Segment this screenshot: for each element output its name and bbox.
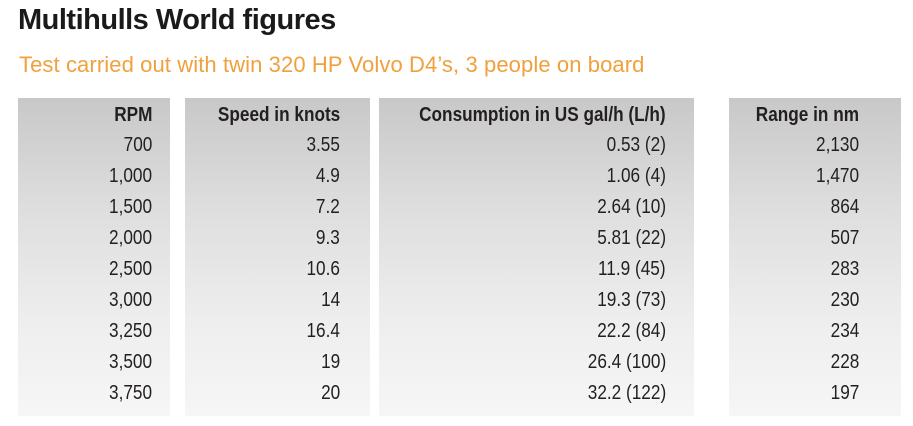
- cell-consumption: 2.64 (10): [597, 196, 666, 218]
- cell-rpm: 1,000: [108, 165, 152, 187]
- cell-speed: 3.55: [306, 134, 340, 156]
- cell-rpm: 1,500: [108, 196, 152, 218]
- cell-consumption: 5.81 (22): [597, 227, 666, 249]
- cell-range: 234: [830, 320, 859, 342]
- cell-speed: 4.9: [316, 165, 340, 187]
- cell-rpm: 3,750: [108, 382, 152, 404]
- cell-consumption: 32.2 (122): [587, 382, 666, 404]
- cell-range: 507: [830, 227, 859, 249]
- cell-speed: 16.4: [306, 320, 340, 342]
- cell-speed: 9.3: [316, 227, 340, 249]
- cell-rpm: 2,000: [108, 227, 152, 249]
- cell-speed: 20: [320, 382, 340, 404]
- cell-rpm: 700: [123, 134, 152, 156]
- cell-consumption: 0.53 (2): [606, 134, 666, 156]
- cell-range: 864: [830, 196, 859, 218]
- consumption-column-shade: [379, 98, 694, 416]
- cell-consumption: 1.06 (4): [606, 165, 666, 187]
- cell-speed: 7.2: [316, 196, 340, 218]
- cell-consumption: 22.2 (84): [597, 320, 666, 342]
- cell-consumption: 19.3 (73): [597, 289, 666, 311]
- cell-speed: 10.6: [306, 258, 340, 280]
- cell-range: 283: [830, 258, 859, 280]
- header-speed: Speed in knots: [217, 104, 340, 126]
- cell-rpm: 3,000: [108, 289, 152, 311]
- cell-range: 230: [830, 289, 859, 311]
- range-column-shade: [729, 98, 901, 416]
- rpm-column-shade: [18, 98, 170, 416]
- cell-rpm: 2,500: [108, 258, 152, 280]
- header-consumption: Consumption in US gal/h (L/h): [419, 104, 666, 126]
- cell-range: 228: [830, 351, 859, 373]
- cell-consumption: 26.4 (100): [587, 351, 666, 373]
- cell-speed: 14: [320, 289, 340, 311]
- cell-rpm: 3,250: [108, 320, 152, 342]
- page-title: Multihulls World figures: [18, 4, 336, 36]
- cell-consumption: 11.9 (45): [598, 258, 666, 280]
- header-range: Range in nm: [755, 104, 859, 126]
- cell-range: 197: [830, 382, 859, 404]
- cell-speed: 19: [320, 351, 340, 373]
- speed-column-shade: [185, 98, 370, 416]
- cell-rpm: 3,500: [108, 351, 152, 373]
- header-rpm: RPM: [113, 104, 152, 126]
- cell-range: 1,470: [815, 165, 859, 187]
- page-subtitle: Test carried out with twin 320 HP Volvo …: [19, 52, 645, 77]
- cell-range: 2,130: [815, 134, 859, 156]
